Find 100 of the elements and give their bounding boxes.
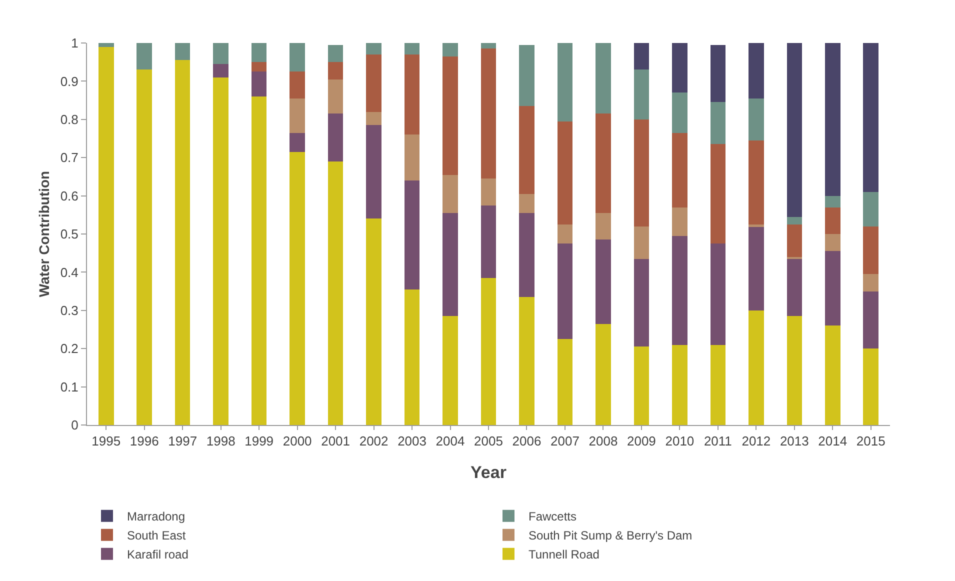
bar bbox=[519, 297, 534, 425]
y-tick-label: 0.7 bbox=[60, 150, 78, 166]
x-tick-label: 2001 bbox=[321, 434, 350, 449]
x-tick-label: 2013 bbox=[780, 434, 809, 449]
bar bbox=[786, 43, 802, 217]
bar bbox=[710, 344, 726, 425]
legend-label: South East bbox=[127, 528, 186, 543]
bar bbox=[328, 161, 344, 425]
bar bbox=[672, 132, 688, 208]
bar bbox=[519, 194, 534, 213]
bar bbox=[557, 224, 573, 244]
bar bbox=[748, 140, 764, 224]
bar bbox=[863, 291, 879, 349]
bar bbox=[825, 43, 840, 196]
bar bbox=[136, 70, 152, 425]
x-tick-label: 2004 bbox=[436, 434, 465, 449]
bar bbox=[786, 216, 802, 224]
legend-label: Marradong bbox=[127, 510, 186, 524]
bar bbox=[442, 174, 458, 213]
bar bbox=[825, 234, 840, 252]
bar bbox=[366, 54, 382, 112]
bar bbox=[672, 92, 688, 133]
bar bbox=[519, 44, 534, 106]
x-tick-label: 1996 bbox=[130, 434, 159, 449]
x-tick-label: 1999 bbox=[244, 434, 274, 449]
bar bbox=[480, 178, 496, 206]
bar bbox=[672, 207, 688, 236]
bar bbox=[825, 326, 840, 425]
bar bbox=[748, 310, 764, 425]
x-tick-label: 2006 bbox=[512, 434, 542, 449]
x-tick-label: 2015 bbox=[856, 434, 886, 449]
bar bbox=[557, 244, 573, 340]
legend-label: Fawcetts bbox=[528, 510, 577, 524]
bar bbox=[98, 43, 114, 47]
bar bbox=[404, 134, 420, 181]
bar bbox=[480, 278, 496, 425]
bar bbox=[557, 121, 573, 224]
bar bbox=[366, 125, 382, 219]
bar bbox=[634, 346, 650, 425]
bar bbox=[328, 79, 344, 114]
x-tick-label: 2005 bbox=[474, 434, 503, 449]
bar bbox=[404, 180, 420, 290]
bar bbox=[404, 289, 420, 425]
bar bbox=[786, 316, 802, 425]
bar bbox=[557, 43, 573, 122]
bar bbox=[596, 114, 611, 213]
bar bbox=[366, 218, 382, 425]
bar bbox=[442, 316, 458, 425]
bar bbox=[480, 48, 496, 179]
bar bbox=[710, 244, 726, 345]
bar bbox=[404, 43, 420, 54]
y-tick-label: 0.2 bbox=[60, 341, 78, 356]
bar bbox=[404, 54, 420, 135]
y-tick-label: 1 bbox=[71, 36, 78, 51]
y-axis-title: Water Contribution bbox=[36, 170, 52, 298]
y-tick-label: 0.1 bbox=[60, 379, 78, 394]
bar bbox=[251, 72, 267, 96]
x-tick-label: 2009 bbox=[626, 434, 656, 449]
y-tick-label: 0 bbox=[71, 418, 78, 433]
bar bbox=[251, 43, 267, 62]
bar bbox=[786, 258, 802, 316]
y-tick-label: 0.8 bbox=[60, 112, 78, 127]
bar bbox=[251, 62, 267, 72]
bar bbox=[825, 207, 840, 234]
x-tick-label: 2012 bbox=[742, 434, 771, 449]
bar bbox=[672, 236, 688, 345]
x-tick-label: 2007 bbox=[550, 434, 580, 449]
x-tick-label: 2000 bbox=[282, 434, 312, 449]
bar bbox=[213, 77, 228, 425]
x-tick-label: 2002 bbox=[359, 434, 388, 449]
bar bbox=[174, 43, 190, 60]
bar bbox=[710, 144, 726, 244]
bar bbox=[634, 258, 650, 347]
x-tick-label: 2003 bbox=[398, 434, 426, 449]
bar bbox=[825, 251, 840, 326]
bar bbox=[596, 240, 611, 324]
y-tick-label: 0.6 bbox=[60, 188, 78, 204]
y-tick-label: 0.4 bbox=[60, 264, 78, 280]
bar bbox=[442, 56, 458, 175]
bar bbox=[863, 43, 879, 192]
bar bbox=[863, 274, 879, 292]
bar bbox=[290, 98, 305, 133]
y-tick-label: 0.9 bbox=[60, 74, 78, 89]
bar bbox=[825, 196, 840, 208]
bar bbox=[136, 43, 152, 70]
bar bbox=[710, 44, 726, 102]
bar bbox=[596, 212, 611, 240]
bar bbox=[328, 114, 344, 162]
x-tick-label: 1997 bbox=[168, 434, 198, 449]
bar bbox=[634, 43, 650, 70]
x-tick-label: 2010 bbox=[665, 434, 694, 449]
bar bbox=[672, 344, 688, 425]
bar bbox=[290, 152, 305, 425]
x-axis-title: Year bbox=[470, 463, 507, 482]
x-tick-label: 2008 bbox=[588, 434, 618, 449]
bar bbox=[672, 43, 688, 93]
y-tick-label: 0.3 bbox=[60, 302, 78, 318]
bar bbox=[251, 96, 267, 425]
bar bbox=[596, 43, 611, 114]
bar bbox=[328, 62, 344, 80]
